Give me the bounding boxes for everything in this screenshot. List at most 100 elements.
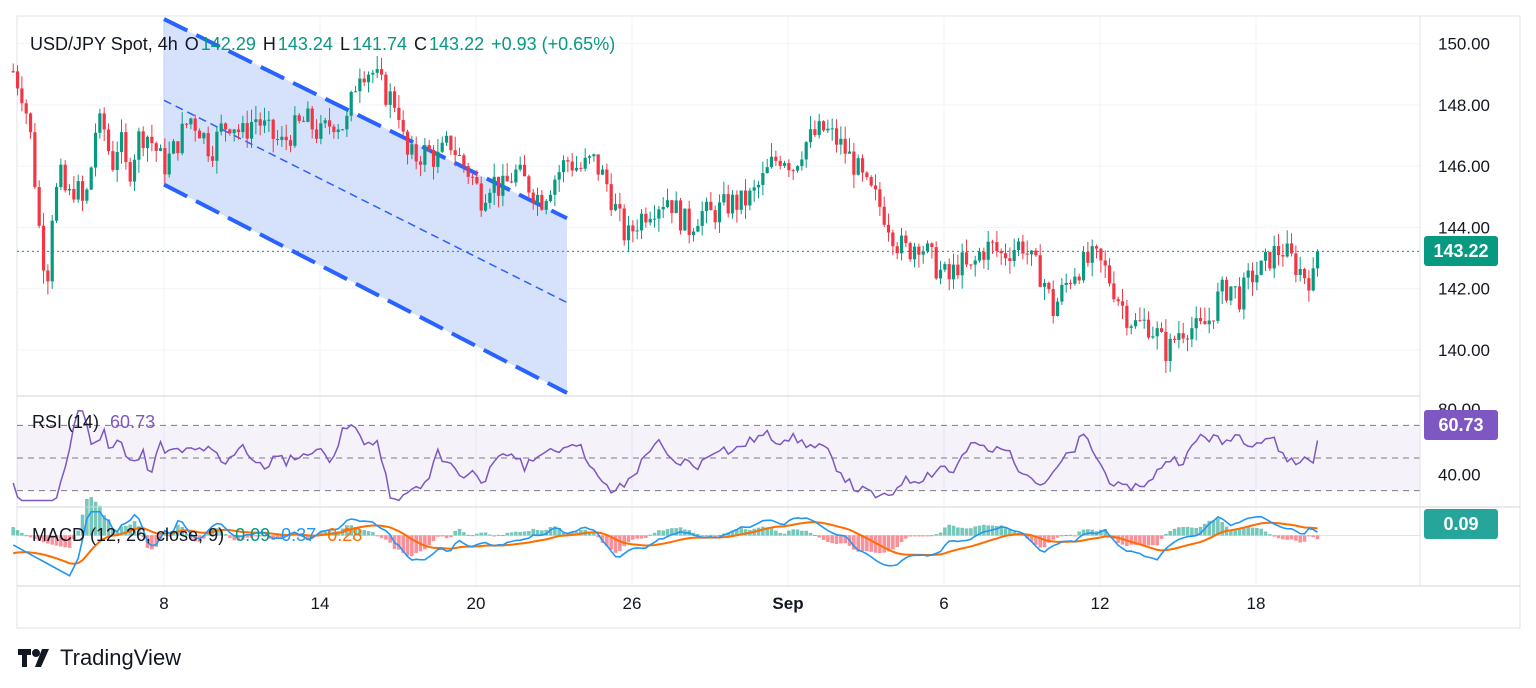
macd-histogram-bar: [544, 529, 548, 536]
candle-body: [540, 194, 544, 210]
macd-histogram-bar: [873, 535, 878, 553]
candle-body: [570, 161, 574, 171]
candle-body: [1194, 318, 1198, 329]
macd-histogram-bar: [826, 535, 830, 543]
candle-body: [1285, 243, 1289, 257]
macd-histogram-bar: [540, 530, 544, 536]
macd-histogram-bar: [1051, 535, 1055, 540]
candle-body: [293, 115, 297, 146]
high-value: 143.24: [277, 34, 333, 54]
candle-body: [1094, 246, 1099, 249]
macd-histogram-bar: [925, 535, 930, 537]
candle-body: [1008, 258, 1012, 261]
macd-histogram-bar: [306, 535, 310, 540]
candle-body: [1168, 338, 1172, 362]
candle-body: [306, 108, 310, 122]
macd-histogram-bar: [1146, 535, 1151, 546]
macd-histogram-bar: [262, 535, 267, 537]
macd-histogram-bar: [605, 535, 609, 547]
candle-body: [852, 151, 856, 175]
candle-body: [150, 136, 154, 144]
price-tick-label: 142.00: [1438, 280, 1490, 299]
candle-body: [1246, 270, 1250, 278]
macd-histogram-bar: [899, 535, 904, 543]
macd-histogram-bar: [154, 535, 158, 547]
macd-histogram-bar: [215, 528, 219, 536]
macd-legend: MACD (12, 26, close, 9) 0.09 0.37 0.28: [32, 525, 362, 546]
macd-histogram-bar: [1302, 535, 1307, 542]
macd-histogram-bar: [730, 530, 735, 536]
macd-signal-line: [13, 521, 1318, 565]
macd-histogram-bar: [280, 535, 284, 540]
macd-histogram-bar: [1237, 529, 1242, 536]
candle-body: [1060, 284, 1064, 302]
candle-body: [501, 175, 505, 196]
tradingview-logo[interactable]: TradingView: [18, 645, 181, 671]
macd-histogram-bar: [414, 535, 418, 554]
candle-body: [440, 142, 444, 152]
candle-body: [1294, 253, 1298, 275]
candle-body: [1142, 319, 1146, 321]
macd-histogram-bar: [258, 535, 262, 537]
candle-body: [414, 144, 418, 162]
candle-body: [722, 194, 726, 203]
macd-histogram-bar: [483, 532, 488, 536]
candle-body: [106, 129, 111, 152]
macd-histogram-bar: [353, 527, 358, 536]
macd-histogram-bar: [33, 535, 37, 540]
macd-histogram-bar: [1055, 535, 1060, 538]
macd-histogram-bar: [761, 526, 765, 536]
macd-histogram-bar: [167, 535, 171, 537]
candle-body: [171, 141, 176, 154]
macd-histogram-bar: [1198, 526, 1203, 536]
macd-histogram-bar: [626, 535, 631, 543]
candle-body: [865, 172, 869, 178]
candle-body: [1220, 279, 1224, 292]
candle-body: [1315, 251, 1320, 269]
macd-histogram-bar: [1281, 535, 1285, 540]
macd-histogram-bar: [548, 527, 553, 536]
macd-histogram-bar: [505, 532, 509, 536]
macd-histogram-bar: [613, 535, 618, 553]
macd-histogram-bar: [384, 535, 388, 540]
low-value: 141.74: [351, 34, 408, 54]
candle-body: [215, 131, 219, 161]
macd-histogram-bar: [1272, 535, 1276, 537]
candle-body: [748, 190, 752, 206]
candle-body: [1229, 286, 1233, 301]
candle-body: [765, 167, 769, 174]
macd-histogram-bar: [1068, 534, 1073, 536]
macd-histogram-bar: [436, 535, 440, 537]
candle-body: [98, 113, 102, 133]
macd-histogram-bar: [444, 535, 449, 539]
candle-body: [1042, 282, 1047, 287]
low-label: L: [339, 34, 350, 54]
macd-histogram-bar: [969, 528, 973, 536]
candle-body: [1125, 305, 1129, 328]
candle-body: [449, 135, 453, 151]
channel-lower-line: [163, 182, 568, 395]
candle-body: [1025, 253, 1029, 255]
candle-body: [687, 208, 691, 235]
candle-body: [1255, 274, 1259, 283]
candle-body: [24, 103, 28, 114]
candle-body: [1276, 246, 1281, 256]
macd-histogram-bar: [475, 533, 479, 536]
macd-histogram-bar: [375, 535, 379, 537]
candle-body: [605, 169, 609, 185]
candle-body: [518, 164, 522, 170]
price-tick-label: 148.00: [1438, 96, 1490, 115]
macd-histogram-bar: [592, 533, 596, 536]
macd-histogram-bar: [635, 535, 639, 539]
candle-body: [843, 138, 847, 154]
candle-body: [1203, 321, 1207, 325]
macd-histogram-bar: [1008, 529, 1012, 536]
candle-body: [323, 120, 327, 124]
macd-histogram-bar: [50, 535, 54, 545]
candle-body: [249, 122, 254, 139]
candle-body: [1103, 260, 1107, 266]
candle-body: [1190, 328, 1194, 340]
candle-body: [969, 264, 973, 266]
macd-histogram-bar: [379, 535, 384, 539]
